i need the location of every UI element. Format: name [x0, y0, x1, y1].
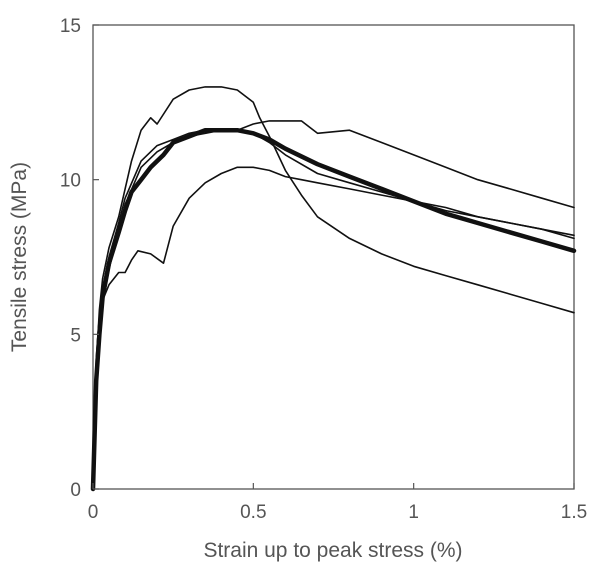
y-axis-title: Tensile stress (MPa)	[8, 162, 31, 352]
stress-strain-curve-2	[92, 86, 575, 490]
x-axis-title: Strain up to peak stress (%)	[203, 539, 462, 562]
y-tick-label: 5	[70, 325, 81, 346]
stress-strain-curve-5	[92, 129, 575, 490]
y-tick-label: 10	[60, 171, 81, 192]
x-tick-label: 0	[88, 502, 99, 523]
stress-strain-curve-4	[92, 166, 575, 490]
tick-layer: 0 0.5 1 1.5 0 5 10 15	[60, 16, 587, 523]
y-tick-label: 0	[70, 480, 81, 501]
x-tick-label: 1	[408, 502, 419, 523]
stress-strain-curve-1	[90, 127, 577, 492]
x-tick-label: 0.5	[240, 502, 266, 523]
x-tick-label: 1.5	[561, 502, 587, 523]
y-tick-label: 15	[60, 16, 81, 37]
stress-strain-curve-3	[92, 120, 575, 490]
series-layer	[90, 86, 577, 492]
plot-frame	[92, 24, 575, 490]
